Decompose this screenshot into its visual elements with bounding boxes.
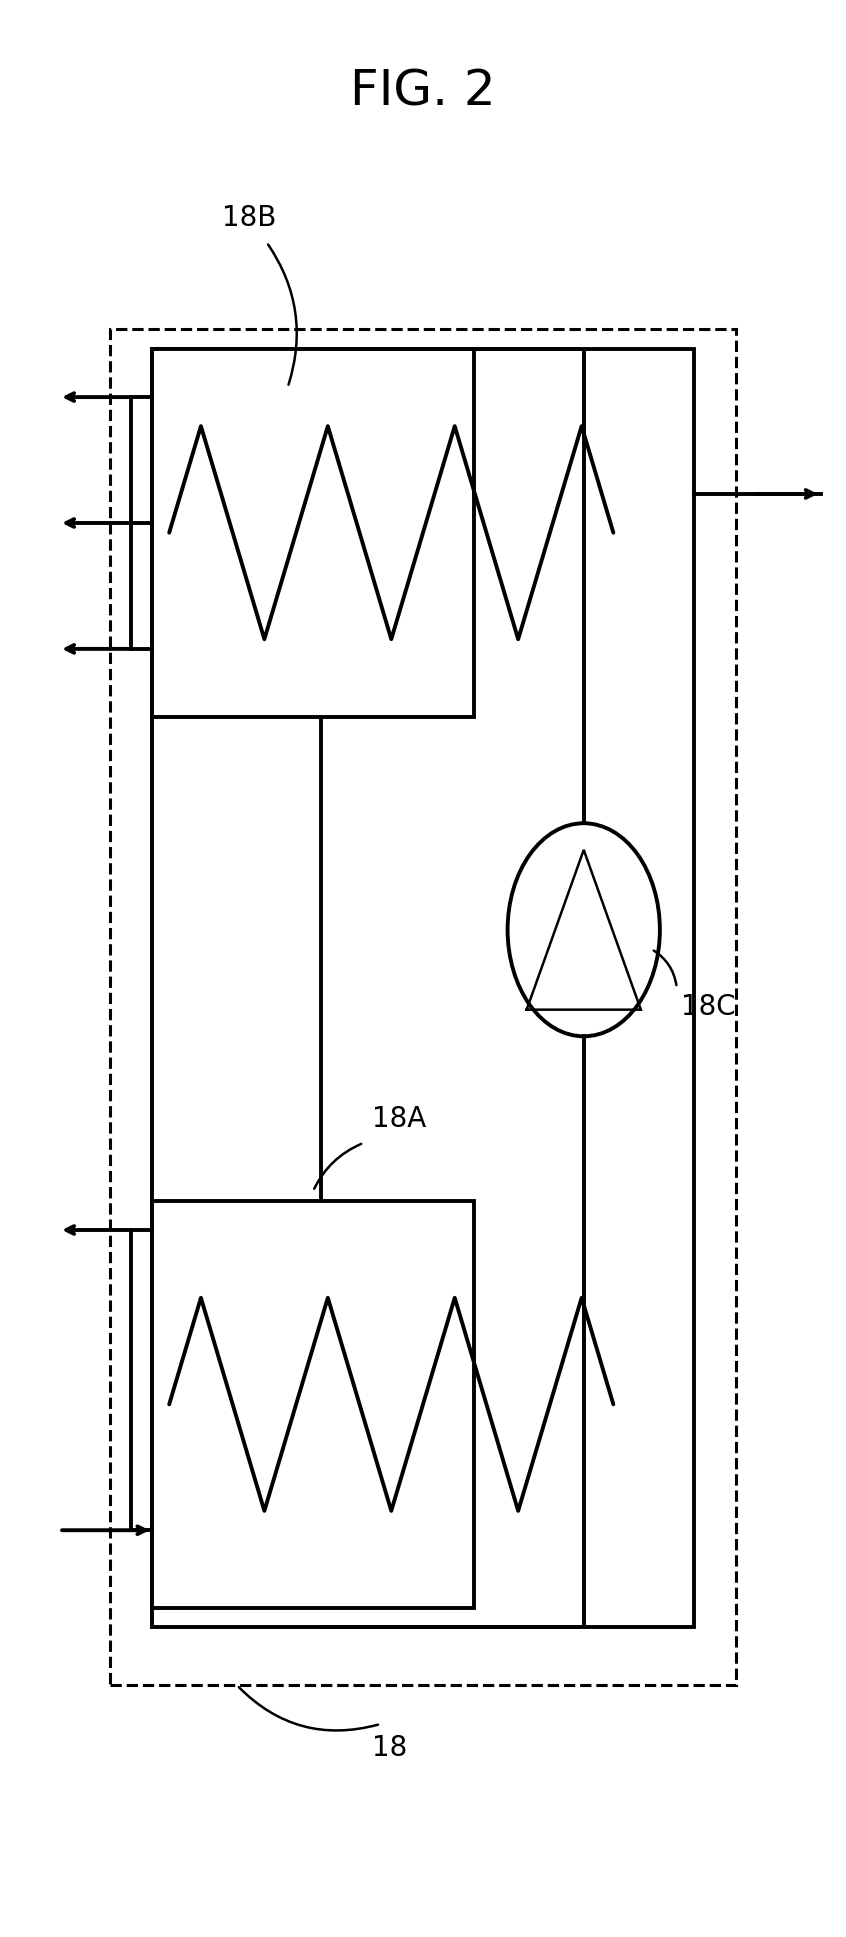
Text: 18: 18 xyxy=(371,1734,407,1761)
Ellipse shape xyxy=(508,823,660,1036)
Text: FIG. 2: FIG. 2 xyxy=(350,68,496,116)
Text: 18A: 18A xyxy=(372,1106,426,1133)
Text: 18B: 18B xyxy=(222,205,277,232)
Bar xyxy=(152,349,474,717)
Bar xyxy=(110,329,736,1685)
Text: 18C: 18C xyxy=(681,994,736,1021)
Bar xyxy=(152,1201,474,1608)
Bar xyxy=(152,349,694,1627)
